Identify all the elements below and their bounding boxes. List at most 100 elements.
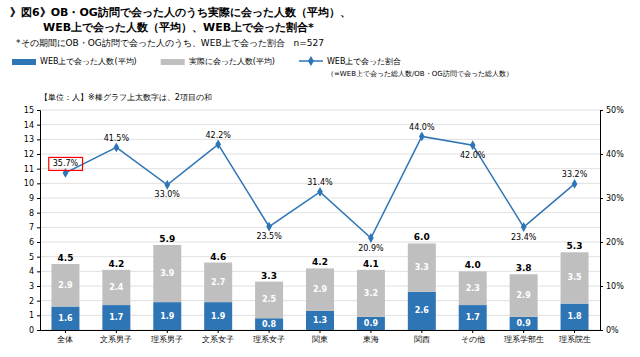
line-marker: [63, 168, 69, 178]
bar-label: 2.9: [517, 291, 532, 300]
total-label: 3.8: [516, 263, 532, 273]
y-tick-label: 0: [29, 326, 34, 335]
bar-label: 1.6: [58, 314, 73, 323]
y-tick-label: 4: [29, 267, 34, 276]
total-label: 5.9: [159, 234, 175, 244]
total-label: 4.5: [57, 253, 73, 263]
y-tick: 11: [24, 165, 40, 174]
legend-label: WEB上で会った割合: [327, 57, 401, 66]
line-label: 33.0%: [155, 190, 181, 199]
y-tick-mark: [37, 125, 40, 126]
total-label: 4.6: [210, 252, 226, 262]
grid-line: [40, 168, 600, 169]
title: WEB上で会った人数（平均）、WEB上で会った割合*: [10, 21, 314, 34]
y-tick-label: 12: [24, 150, 34, 159]
plot: 1.61.71.91.90.81.30.92.61.70.91.82.92.43…: [24, 106, 624, 344]
line-marker: [114, 142, 120, 152]
y-tick-mark: [37, 286, 40, 287]
subtitle: *その期間にOB・OG訪問で会った人のうち、WEB上で会った割合 n=527: [16, 38, 324, 48]
y-tick-mark: [37, 169, 40, 170]
bar: [357, 317, 385, 330]
y-tick-mark: [37, 198, 40, 199]
x-tick: 理系学部生: [504, 330, 544, 344]
y-tick: 0: [29, 326, 40, 335]
bar: [561, 252, 589, 303]
y2-tick-label: 30%: [606, 194, 624, 203]
bar: [204, 302, 232, 330]
line-marker: [368, 233, 374, 243]
bar: [408, 292, 436, 330]
bar-label: 2.6: [415, 306, 430, 315]
y-tick: 1: [29, 311, 40, 320]
bar: [102, 305, 130, 330]
y-tick: 5: [29, 253, 40, 262]
legend-label: 実際に会った人数(平均): [189, 57, 275, 66]
annotation: 【単位：人】※棒グラフ上太数字は、2項目の和: [40, 93, 212, 102]
y2-tick-mark: [600, 242, 603, 243]
bar: [459, 305, 487, 330]
total-label: 3.3: [261, 271, 277, 281]
legend-label: WEB上で会った人数(平均): [40, 57, 137, 66]
line-label: 23.5%: [256, 232, 282, 241]
legend-swatch: [12, 59, 36, 65]
legend-item: WEB上で会った割合（=WEB上で会った総人数/OB・OG訪問で会った総人数）: [299, 56, 513, 78]
y-tick-label: 14: [24, 121, 34, 130]
x-tick-label: 理系女子: [253, 335, 285, 344]
grid: [40, 110, 600, 330]
title: 》図6》OB・OG訪問で会った人のうち実際に会った人数（平均）、: [10, 6, 351, 19]
x-tick-mark: [167, 330, 168, 333]
x-axis: 全体文系男子理系男子文系女子理系女子関東東海関西その他理系学部生理系院生: [41, 330, 601, 344]
bar-label: 3.5: [567, 273, 582, 282]
y-tick: 10: [24, 179, 40, 188]
y2-axis: 0%10%20%30%40%50%: [600, 106, 624, 335]
y-tick: 8: [29, 209, 40, 218]
x-tick-label: 東海: [363, 335, 379, 344]
bar-label: 3.3: [415, 263, 429, 272]
y2-axis-line: [601, 111, 604, 331]
legend-item: WEB上で会った人数(平均): [12, 57, 137, 66]
bar: [306, 311, 334, 330]
y-tick: 2: [29, 297, 40, 306]
y-tick-mark: [37, 242, 40, 243]
y-tick-label: 1: [29, 311, 34, 320]
y-tick: 13: [24, 135, 40, 144]
y2-tick: 20%: [600, 238, 624, 247]
y-tick: 15: [24, 106, 40, 115]
line: [65, 136, 574, 238]
y-tick-label: 11: [24, 165, 34, 174]
grid-line: [40, 198, 600, 199]
bar-label: 0.8: [262, 320, 277, 329]
bar-label: 2.3: [466, 284, 480, 293]
x-tick-mark: [370, 330, 371, 333]
x-tick: 理系男子: [151, 330, 183, 344]
y-tick-label: 13: [24, 135, 34, 144]
y-tick-label: 2: [29, 297, 34, 306]
x-tick: 全体: [57, 330, 73, 344]
y-tick-mark: [37, 139, 40, 140]
y-tick-label: 9: [29, 194, 34, 203]
x-tick-mark: [421, 330, 422, 333]
legend: WEB上で会った人数(平均) 実際に会った人数(平均) WEB上で会った割合（=WE…: [12, 56, 513, 78]
line-marker: [572, 179, 578, 189]
y2-tick-mark: [600, 330, 603, 331]
grid-line: [40, 110, 600, 111]
bar: [459, 271, 487, 305]
y-tick: 3: [29, 282, 40, 291]
x-tick-label: 理系学部生: [504, 335, 544, 344]
grid-line: [40, 227, 600, 228]
legend-swatch-marker: [308, 56, 314, 66]
grid-line: [40, 242, 600, 243]
bar: [204, 263, 232, 303]
x-tick-mark: [65, 330, 66, 333]
y-tick: 6: [29, 238, 40, 247]
x-tick-label: 理系院生: [559, 335, 591, 344]
x-tick-label: 関東: [312, 335, 328, 344]
x-tick: 理系院生: [559, 330, 591, 344]
bar-series: [51, 243, 588, 318]
y-tick-mark: [37, 110, 40, 111]
bar: [561, 304, 589, 330]
x-tick: 文系男子: [100, 330, 132, 344]
legend-swatch: [161, 59, 185, 65]
y-tick-label: 3: [29, 282, 34, 291]
line-label: 44.0%: [409, 123, 435, 132]
